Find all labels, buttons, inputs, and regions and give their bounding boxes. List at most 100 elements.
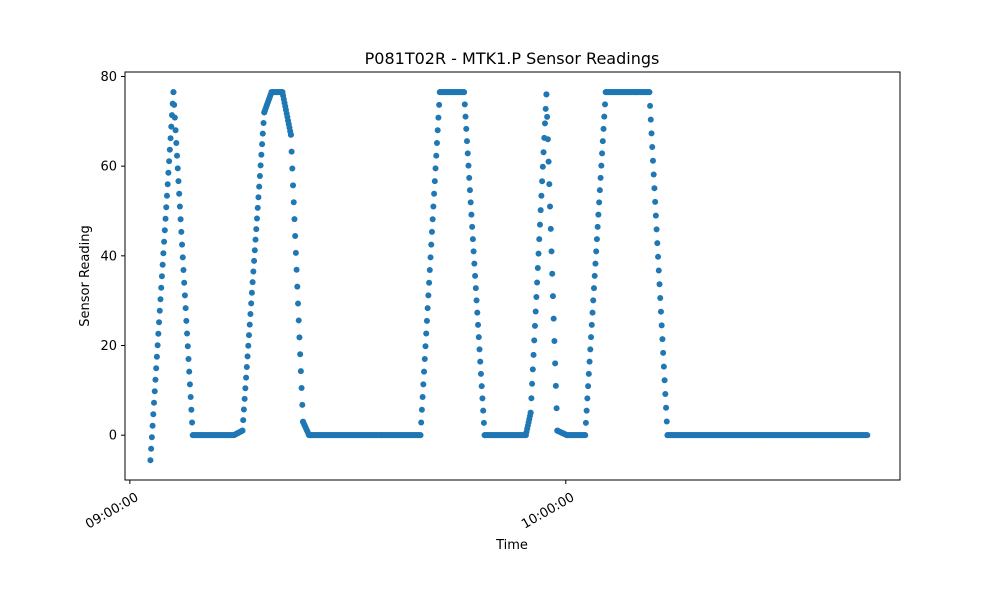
data-point (472, 285, 479, 292)
data-point (255, 194, 262, 201)
data-point (536, 221, 543, 228)
data-point (649, 144, 656, 151)
data-point (472, 272, 479, 279)
data-point (174, 165, 181, 172)
data-point (425, 292, 432, 299)
data-point (658, 322, 665, 329)
data-point (418, 419, 425, 426)
data-point (251, 257, 258, 264)
data-point (590, 297, 597, 304)
data-point (290, 182, 297, 189)
data-point (647, 102, 654, 109)
data-point (428, 241, 435, 248)
data-point (253, 226, 260, 233)
data-point (592, 260, 599, 267)
data-point (164, 181, 171, 188)
data-point (588, 334, 595, 341)
data-point (187, 394, 194, 401)
data-point (469, 223, 476, 230)
data-point (468, 211, 475, 218)
data-point (152, 376, 159, 383)
data-point (546, 181, 553, 188)
data-point (436, 101, 443, 108)
data-point (245, 342, 252, 349)
chart-title: P081T02R - MTK1.P Sensor Readings (365, 49, 660, 68)
data-point (470, 248, 477, 255)
data-point (655, 267, 662, 274)
data-point (420, 381, 427, 388)
y-tick-label: 20 (100, 339, 117, 354)
data-point (289, 165, 296, 172)
data-point (243, 364, 250, 371)
data-point (421, 368, 428, 375)
data-point (589, 309, 596, 316)
data-point (431, 178, 438, 185)
data-point (534, 265, 541, 272)
data-point (590, 285, 597, 292)
data-point (584, 395, 591, 402)
data-point (259, 130, 266, 137)
data-point (240, 406, 247, 413)
data-point (461, 89, 468, 96)
data-point (422, 343, 429, 350)
data-point (258, 151, 265, 158)
data-point (427, 254, 434, 261)
data-point (465, 162, 472, 169)
data-point (662, 391, 669, 398)
data-point (659, 336, 666, 343)
data-point (527, 409, 534, 416)
data-point (428, 228, 435, 235)
data-point (542, 105, 549, 112)
data-point (597, 174, 604, 181)
data-point (462, 113, 469, 120)
data-point (260, 119, 267, 126)
data-point (475, 321, 482, 328)
data-point (181, 292, 188, 299)
data-point (179, 254, 186, 261)
data-point (539, 178, 546, 185)
data-point (184, 343, 191, 350)
data-point (435, 114, 442, 121)
data-point (148, 445, 155, 452)
data-point (297, 368, 304, 375)
data-point (585, 370, 592, 377)
data-point (181, 279, 188, 286)
data-point (165, 169, 172, 176)
data-point (426, 279, 433, 286)
data-point (162, 215, 169, 222)
data-point (545, 158, 552, 165)
data-point (654, 240, 661, 247)
data-point (176, 203, 183, 210)
data-point (552, 382, 559, 389)
data-point (430, 203, 437, 210)
data-points (147, 89, 871, 464)
data-point (582, 432, 589, 439)
data-point (601, 113, 608, 120)
data-point (172, 127, 179, 134)
data-point (543, 91, 550, 98)
data-point (150, 411, 157, 418)
data-point (252, 236, 259, 243)
data-point (652, 198, 659, 205)
data-point (464, 150, 471, 157)
data-point (477, 370, 484, 377)
data-point (161, 227, 168, 234)
y-tick-label: 0 (109, 429, 117, 444)
data-point (478, 383, 485, 390)
data-point (256, 173, 263, 180)
data-point (594, 223, 601, 230)
data-point (243, 374, 250, 381)
data-point (598, 162, 605, 169)
data-point (244, 353, 251, 360)
data-point (548, 248, 555, 255)
plot-frame (124, 71, 901, 481)
data-point (166, 146, 173, 153)
data-point (657, 308, 664, 315)
data-point (184, 330, 191, 337)
data-point (538, 192, 545, 199)
data-point (544, 113, 551, 120)
data-point (174, 152, 181, 159)
data-point (288, 148, 295, 155)
data-point (247, 310, 254, 317)
data-point (663, 404, 670, 411)
